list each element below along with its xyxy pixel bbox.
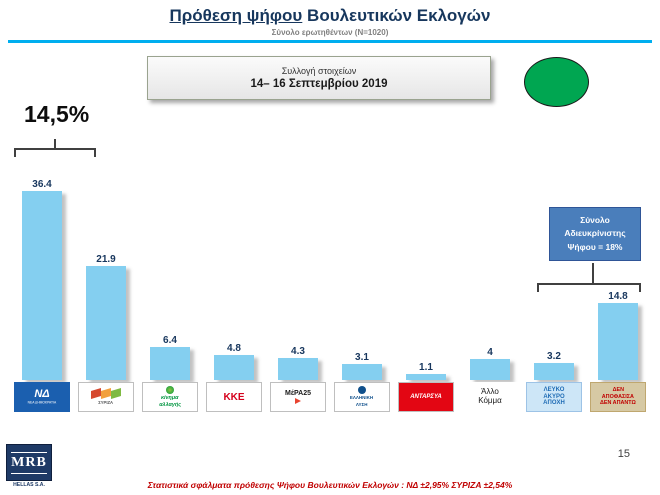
party-labels-row: ΝΔ ΝΕΑ ΔΗΜΟΚΡΑΤΙΑ ΣΥΡΙΖΑ κίνημα αλλαγής ΚΚΕ Μέ… [10, 382, 650, 412]
bar-value-label: 4.3 [291, 346, 305, 357]
undecided-vote-callout: Σύνολο Αδιευκρίνιστης Ψήφου = 18% [549, 207, 641, 261]
bar-column-4: 4.8 [202, 343, 266, 380]
party-label-line: ΜέΡΑ25 [285, 389, 311, 397]
party-label-line: ΕΛΛΗΝΙΚΗ [350, 395, 374, 401]
bar-column-5: 4.3 [266, 346, 330, 380]
blank-invalid-abstain-label: ΛΕΥΚΟ ΑΚΥΡΟ ΑΠΟΧΗ [526, 382, 582, 412]
party-label-cell: κίνημα αλλαγής [138, 382, 202, 412]
bar-value-label: 1.1 [419, 362, 433, 373]
bar [598, 303, 638, 380]
bar [278, 358, 318, 380]
party-label-line: ΚΚΕ [223, 391, 245, 403]
party-label-line: αλλαγής [159, 401, 181, 408]
page-title-rest: Βουλευτικών Εκλογών [302, 6, 491, 25]
undecided-bracket-stem [592, 263, 594, 283]
page-title: Πρόθεση ψήφου Βουλευτικών Εκλογών [0, 6, 660, 26]
bar-column-6: 3.1 [330, 352, 394, 380]
page-number: 15 [617, 448, 630, 460]
party-label-line: ΝΔ [34, 387, 50, 400]
bar-value-label: 21.9 [96, 254, 116, 265]
bar-value-label: 14.8 [608, 291, 628, 302]
bar [534, 363, 574, 380]
party-label-cell: ΣΥΡΙΖΑ [74, 382, 138, 412]
party-label-cell: ΜέΡΑ25 [266, 382, 330, 412]
undecided-bracket [537, 283, 641, 292]
party-label-line: ΣΥΡΙΖΑ [98, 401, 114, 406]
party-label-line: ΔΕΝ ΑΠΑΝΤΩ [600, 400, 636, 407]
bar [22, 191, 62, 380]
collection-label: Συλλογή στοιχείων [281, 66, 357, 76]
party-label-line: Άλλο [481, 387, 499, 397]
nea-dimokratia-logo: ΝΔ ΝΕΑ ΔΗΜΟΚΡΑΤΙΑ [14, 382, 70, 412]
kinima-allagis-logo: κίνημα αλλαγής [142, 382, 198, 412]
bar-column-9: 3.2 [522, 351, 586, 380]
kke-logo: ΚΚΕ [206, 382, 262, 412]
bar-column-1: 36.4 [10, 179, 74, 380]
bar [470, 359, 510, 380]
bar [406, 374, 446, 380]
bar-column-8: 4 [458, 347, 522, 380]
difference-bracket-stem [54, 139, 56, 148]
party-label-cell: ΕΛΛΗΝΙΚΗ ΛΥΣΗ [330, 382, 394, 412]
bar-value-label: 36.4 [32, 179, 52, 190]
bar [342, 364, 382, 380]
party-label-line: ΔΕΝ [612, 387, 624, 393]
party-label-cell: ΑΝΤΑΡΣΥΑ [394, 382, 458, 412]
party-label-cell: Άλλο Κόμμα [458, 382, 522, 412]
other-party-label: Άλλο Κόμμα [462, 382, 518, 412]
bar-column-3: 6.4 [138, 335, 202, 380]
bar [150, 347, 190, 380]
bar [86, 266, 126, 380]
bar-value-label: 3.1 [355, 352, 369, 363]
bars-row: 36.4 21.9 6.4 4.8 4.3 3.1 1.1 4 3.2 14.8 [10, 162, 650, 380]
party-label-line: ΝΕΑ ΔΗΜΟΚΡΑΤΙΑ [27, 401, 57, 405]
bar-column-10: 14.8 [586, 291, 650, 380]
party-label-line: Κόμμα [478, 396, 502, 405]
mrb-logo: MRB HELLAS S.A. [6, 444, 52, 488]
sample-subtitle: Σύνολο ερωτηθέντων (N=1020) [271, 28, 389, 37]
divider-line [8, 40, 652, 43]
bar-value-label: 4 [487, 347, 493, 358]
syriza-logo: ΣΥΡΙΖΑ [78, 382, 134, 412]
data-collection-box: Συλλογή στοιχείων 14– 16 Σεπτεμβρίου 201… [147, 56, 491, 100]
party-label-line: ΑΚΥΡΟ [543, 393, 565, 400]
elliniki-lysi-logo: ΕΛΛΗΝΙΚΗ ΛΥΣΗ [334, 382, 390, 412]
difference-bracket [14, 148, 96, 157]
antarsya-logo: ΑΝΤΑΡΣΥΑ [398, 382, 454, 412]
statistical-error-note: Στατιστικά σφάλματα πρόθεσης Ψήφου Βουλε… [147, 480, 513, 490]
party-label-line: ΑΠΟΧΗ [543, 400, 565, 407]
party-label-line: κίνημα [161, 395, 179, 401]
bar-value-label: 4.8 [227, 343, 241, 354]
party-label-cell: ΛΕΥΚΟ ΑΚΥΡΟ ΑΠΟΧΗ [522, 382, 586, 412]
party-label-line: ΑΠΟΦΑΣΙΣΑ [601, 394, 635, 400]
party-label-line: ΛΕΥΚΟ [543, 387, 565, 394]
bar-column-2: 21.9 [74, 254, 138, 380]
party-label-line: ΛΥΣΗ [356, 402, 368, 407]
bar [214, 355, 254, 380]
bar-value-label: 3.2 [547, 351, 561, 362]
collection-dates: 14– 16 Σεπτεμβρίου 2019 [250, 78, 388, 90]
party-label-cell: ΔΕΝ ΑΠΟΦΑΣΙΣΑ ΔΕΝ ΑΠΑΝΤΩ [586, 382, 650, 412]
mrb-logo-text: MRB [6, 444, 52, 481]
mrb-logo-subtext: HELLAS S.A. [13, 482, 45, 488]
mera25-logo: ΜέΡΑ25 [270, 382, 326, 412]
party-label-cell: ΚΚΕ [202, 382, 266, 412]
party-label-line: ΑΝΤΑΡΣΥΑ [410, 393, 442, 400]
voting-intention-bar-chart: 36.4 21.9 6.4 4.8 4.3 3.1 1.1 4 3.2 14.8 ΝΔ ΝΕΑ ΔΗ… [10, 150, 650, 412]
syriza-flags-icon [91, 388, 121, 400]
bar-value-label: 6.4 [163, 335, 177, 346]
bar-column-7: 1.1 [394, 362, 458, 380]
page-title-underlined: Πρόθεση ψήφου [169, 6, 303, 25]
undecided-no-answer-label: ΔΕΝ ΑΠΟΦΑΣΙΣΑ ΔΕΝ ΑΠΑΝΤΩ [590, 382, 646, 412]
nd-syriza-difference-label: 14,5% [24, 101, 90, 127]
green-oval-shape [524, 57, 589, 107]
party-label-cell: ΝΔ ΝΕΑ ΔΗΜΟΚΡΑΤΙΑ [10, 382, 74, 412]
